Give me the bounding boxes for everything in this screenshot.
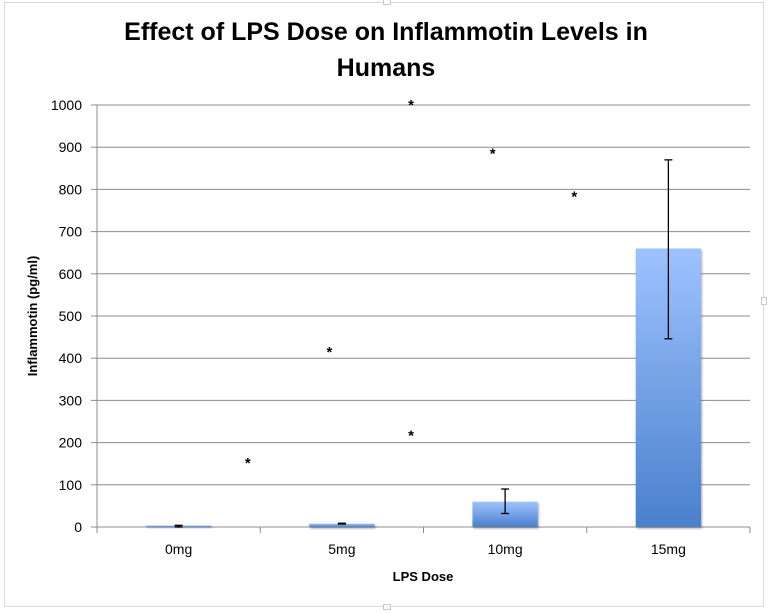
chart-title-line-2: Humans [336, 54, 436, 82]
x-axis-title: LPS Dose [393, 569, 454, 584]
significance-star: * [408, 428, 414, 445]
chart-title-line-1: Effect of LPS Dose on Inflammotin Levels… [124, 18, 648, 46]
x-tick-label: 0mg [165, 541, 192, 557]
x-tick-label: 10mg [488, 541, 523, 557]
x-tick-label: 5mg [328, 541, 355, 557]
significance-star: * [408, 97, 414, 114]
bar-5mg [309, 523, 375, 527]
y-tick-label: 800 [59, 181, 83, 197]
significance-star: * [490, 145, 496, 162]
y-tick-label: 1000 [51, 97, 82, 113]
resize-handle-bottom[interactable] [383, 604, 391, 610]
resize-handle-right[interactable] [761, 297, 767, 305]
y-tick-label: 300 [59, 392, 83, 408]
significance-brackets: * * * * * * [153, 97, 669, 482]
y-tick-label: 200 [59, 435, 83, 451]
x-tick-label: 15mg [651, 541, 686, 557]
resize-handle-top[interactable] [383, 0, 391, 5]
y-tick-label: 700 [59, 224, 83, 240]
y-tick-label: 100 [59, 477, 83, 493]
x-axis: 0mg 5mg 10mg 15mg [91, 526, 751, 557]
error-bars [174, 159, 673, 528]
significance-star: * [245, 455, 251, 472]
significance-star: * [326, 344, 332, 361]
y-axis-title: Inflammotin (pg/ml) [25, 256, 40, 377]
significance-star: * [571, 188, 577, 205]
y-axis: 0 100 200 300 400 500 600 700 800 900 1000 [51, 97, 98, 535]
y-tick-label: 0 [74, 519, 82, 535]
y-tick-label: 500 [59, 308, 83, 324]
y-tick-label: 400 [59, 350, 83, 366]
chart-title: Effect of LPS Dose on Inflammotin Levels… [0, 14, 772, 86]
y-tick-label: 900 [59, 139, 83, 155]
y-tick-label: 600 [59, 266, 83, 282]
